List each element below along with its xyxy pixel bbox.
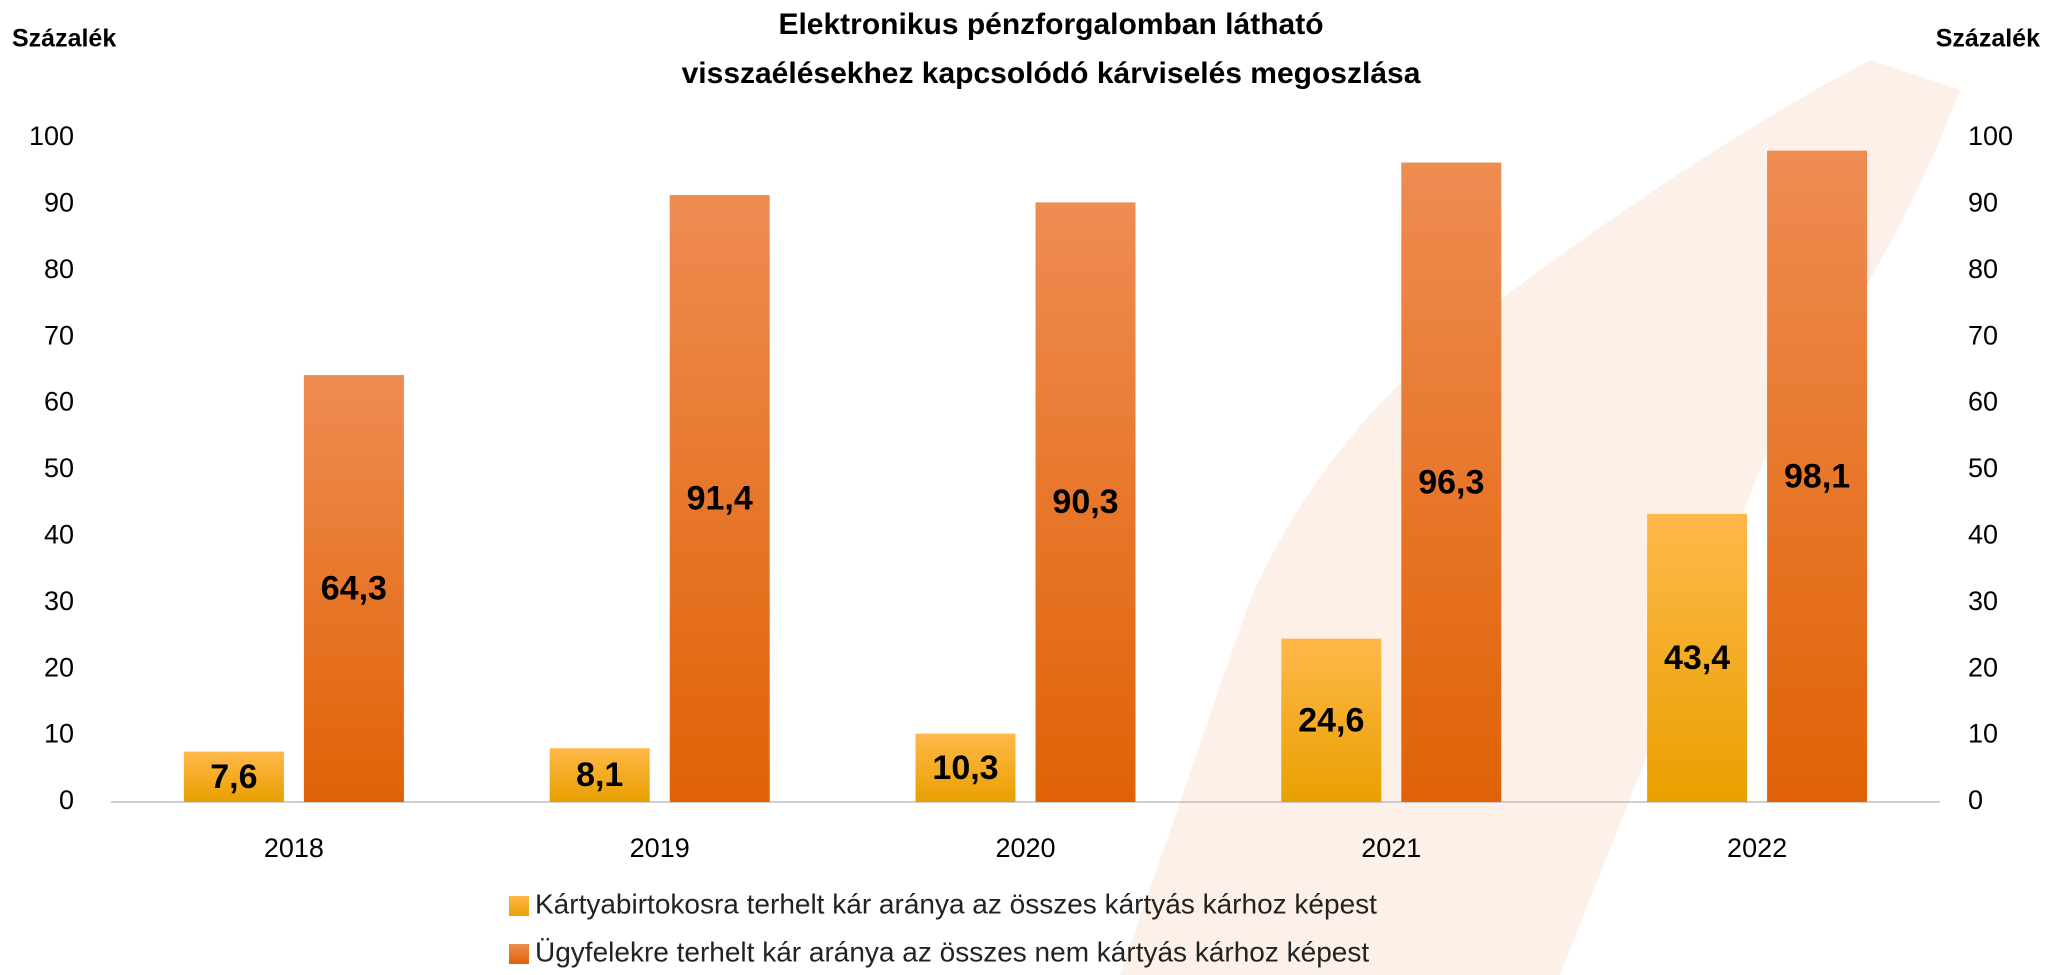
y-tick-label: 90 [44, 188, 74, 218]
x-tick-label: 2019 [630, 833, 690, 863]
y-tick-label: 70 [44, 320, 74, 350]
y-tick-label: 0 [59, 785, 74, 815]
value-label: 98,1 [1784, 457, 1850, 495]
y-tick-label: 20 [44, 652, 74, 682]
y2-tick-label: 100 [1968, 121, 2013, 151]
chart-title: Elektronikus pénzforgalomban látható [778, 8, 1323, 41]
y-tick-label: 30 [44, 586, 74, 616]
y-tick-label: 10 [44, 719, 74, 749]
legend-label: Kártyabirtokosra terhelt kár aránya az ö… [535, 888, 1377, 919]
y2-tick-label: 90 [1968, 188, 1998, 218]
value-label: 43,4 [1664, 639, 1730, 677]
chart: Elektronikus pénzforgalomban látható vis… [0, 0, 2048, 975]
value-label: 90,3 [1052, 483, 1118, 521]
y2-tick-label: 40 [1968, 520, 1998, 550]
y2-tick-label: 10 [1968, 719, 1998, 749]
legend-swatch [509, 896, 529, 916]
y2-axis-label: Százalék [1936, 25, 2040, 53]
value-label: 10,3 [932, 749, 998, 787]
y2-tick-label: 50 [1968, 453, 1998, 483]
y2-tick-label: 70 [1968, 320, 1998, 350]
y2-tick-label: 60 [1968, 387, 1998, 417]
y2-tick-label: 30 [1968, 586, 1998, 616]
y-tick-label: 50 [44, 453, 74, 483]
chart-title: visszaélésekhez kapcsolódó kárviselés me… [682, 57, 1421, 90]
y2-tick-label: 0 [1968, 785, 1983, 815]
value-label: 7,6 [210, 758, 257, 796]
value-label: 24,6 [1298, 701, 1364, 739]
x-tick-label: 2022 [1727, 833, 1787, 863]
y2-tick-label: 20 [1968, 652, 1998, 682]
value-label: 96,3 [1418, 463, 1484, 501]
y-tick-label: 60 [44, 387, 74, 417]
legend-swatch [509, 944, 529, 964]
value-label: 91,4 [687, 480, 753, 518]
x-tick-label: 2021 [1361, 833, 1421, 863]
legend-label: Ügyfelekre terhelt kár aránya az összes … [535, 936, 1369, 967]
y-tick-label: 80 [44, 254, 74, 284]
value-label: 8,1 [576, 756, 623, 794]
value-label: 64,3 [321, 570, 387, 608]
x-tick-label: 2018 [264, 833, 324, 863]
y-axis-label: Százalék [12, 25, 116, 53]
y2-tick-label: 80 [1968, 254, 1998, 284]
y-tick-label: 40 [44, 520, 74, 550]
x-tick-label: 2020 [995, 833, 1055, 863]
y-tick-label: 100 [29, 121, 74, 151]
